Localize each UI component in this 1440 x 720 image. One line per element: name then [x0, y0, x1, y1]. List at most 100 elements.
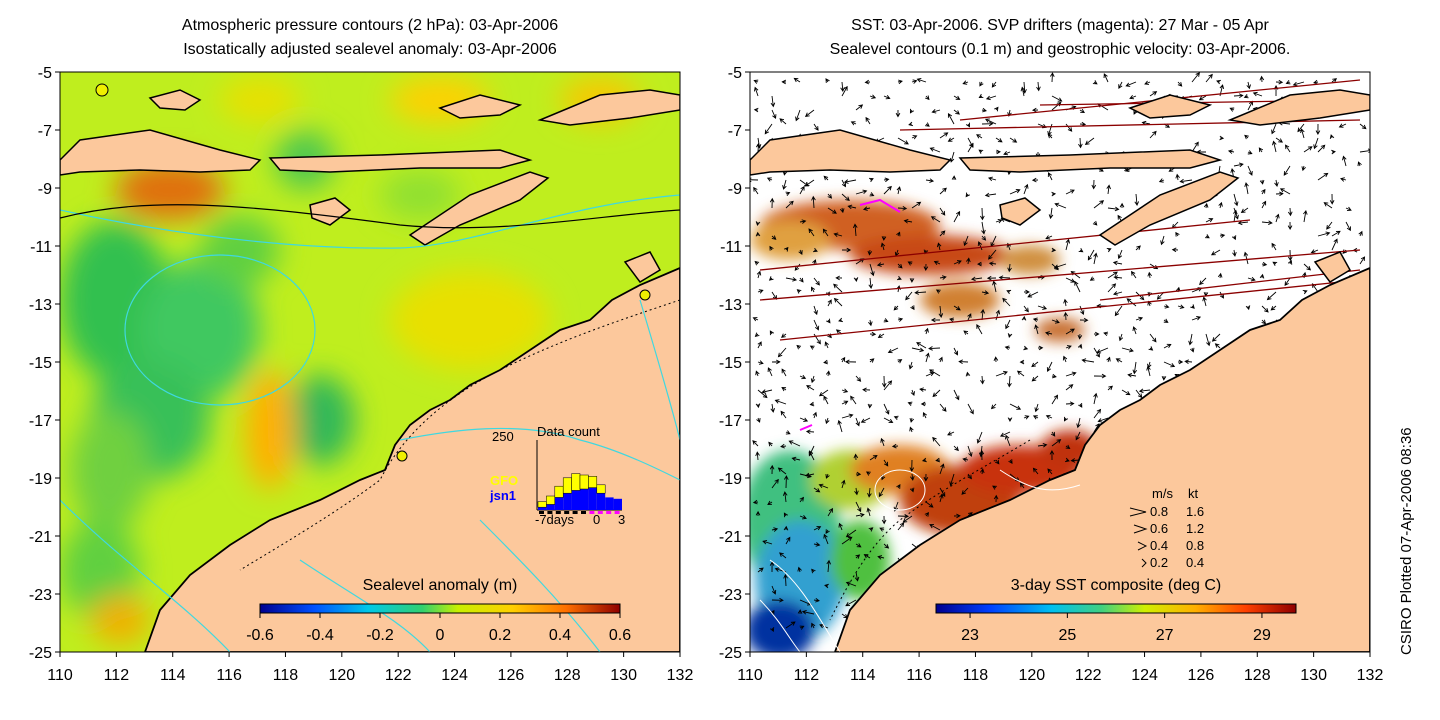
- velocity-arrow: [929, 147, 941, 153]
- velocity-arrow: [777, 467, 787, 475]
- velocity-arrow: [981, 121, 994, 127]
- velocity-arrow: [976, 324, 983, 335]
- right-colorbar-ticks: 23 25 27 29: [961, 613, 1271, 644]
- velocity-arrow: [1179, 178, 1193, 184]
- island-northeast: [537, 89, 680, 126]
- tide-gauge-marker: [396, 450, 408, 462]
- velocity-arrow: [939, 207, 946, 216]
- inset-bar-gfo: [579, 474, 589, 490]
- velocity-arrow: [771, 109, 777, 120]
- velocity-arrow: [907, 261, 913, 266]
- velocity-arrow: [1302, 289, 1308, 295]
- velocity-legend-kt: 0.4: [1186, 555, 1204, 570]
- velocity-arrow: [794, 263, 801, 271]
- velocity-arrow: [920, 401, 927, 407]
- velocity-arrow: [939, 187, 947, 195]
- velocity-arrow: [1177, 304, 1185, 309]
- velocity-arrow: [754, 260, 760, 266]
- velocity-arrow: [825, 529, 830, 535]
- velocity-arrow: [910, 389, 915, 397]
- velocity-arrow: [1229, 107, 1235, 112]
- velocity-arrow: [1147, 271, 1152, 279]
- velocity-arrow: [986, 275, 997, 281]
- velocity-arrow: [785, 621, 796, 629]
- velocity-arrow: [1077, 333, 1083, 340]
- velocity-arrow: [1175, 173, 1180, 181]
- velocity-arrow: [921, 457, 927, 463]
- right-lat-label: -25: [719, 645, 742, 662]
- velocity-arrow: [841, 85, 848, 97]
- left-lat-label: -21: [29, 529, 52, 546]
- inset-bar-gfo: [596, 484, 606, 494]
- inset-bar-jsn1: [580, 489, 589, 510]
- pressure-contours: [60, 194, 680, 652]
- velocity-arrow: [755, 370, 760, 377]
- velocity-arrow: [799, 219, 807, 224]
- velocity-arrow: [979, 81, 984, 87]
- velocity-legend-kt-header: kt: [1188, 486, 1199, 501]
- right-lon-label: 114: [850, 667, 876, 684]
- velocity-arrow: [771, 527, 779, 532]
- velocity-arrow: [869, 94, 877, 99]
- velocity-arrow: [1016, 370, 1025, 377]
- velocity-arrow: [1107, 271, 1118, 279]
- velocity-arrow: [883, 318, 889, 323]
- velocity-arrow: [1051, 319, 1060, 324]
- velocity-arrow: [931, 109, 941, 114]
- velocity-arrow: [1020, 86, 1026, 97]
- velocity-arrow: [783, 525, 789, 531]
- velocity-arrow: [1132, 326, 1137, 335]
- velocity-arrow: [804, 472, 815, 478]
- velocity-arrow: [961, 487, 969, 495]
- velocity-arrow: [1021, 315, 1027, 321]
- velocity-arrow: [1326, 221, 1333, 230]
- velocity-arrow: [883, 380, 893, 391]
- velocity-arrow: [839, 207, 845, 214]
- velocity-arrow: [855, 512, 865, 518]
- velocity-arrow: [1313, 137, 1319, 150]
- velocity-arrow: [841, 247, 852, 253]
- velocity-arrow: [932, 389, 941, 398]
- velocity-arrow: [767, 367, 773, 377]
- velocity-arrow: [1345, 206, 1352, 211]
- velocity-arrow: [887, 347, 899, 354]
- left-colorbar-tick-label: -0.6: [246, 627, 274, 644]
- velocity-arrow: [1303, 263, 1312, 271]
- inset-bar-gfo: [537, 501, 547, 508]
- velocity-arrow: [1287, 259, 1293, 265]
- velocity-arrow: [1045, 414, 1053, 420]
- velocity-arrow: [963, 330, 969, 335]
- velocity-arrow: [1315, 123, 1321, 135]
- left-lon-label: 120: [328, 667, 355, 684]
- velocity-arrow: [1287, 207, 1293, 217]
- velocity-arrow: [999, 431, 1011, 437]
- left-lat-label: -19: [29, 471, 52, 488]
- velocity-arrow: [756, 270, 762, 279]
- velocity-arrow: [980, 375, 985, 385]
- velocity-arrow: [977, 241, 983, 251]
- velocity-arrow: [1117, 249, 1123, 260]
- velocity-arrow: [1135, 245, 1141, 251]
- velocity-arrow: [852, 223, 858, 237]
- velocity-arrow: [827, 507, 834, 517]
- velocity-arrow: [785, 191, 791, 196]
- velocity-arrow: [994, 459, 1000, 465]
- velocity-arrow: [841, 536, 853, 545]
- velocity-arrow: [1037, 305, 1048, 310]
- velocity-arrow: [965, 122, 970, 128]
- velocity-arrow: [878, 487, 885, 498]
- velocity-arrow: [813, 542, 821, 547]
- left-colorbar: [259, 603, 621, 614]
- velocity-arrow: [826, 559, 832, 573]
- velocity-arrow: [929, 524, 941, 531]
- velocity-arrow: [1261, 220, 1273, 225]
- velocity-arrow: [908, 121, 914, 127]
- left-lat-label: -13: [29, 297, 52, 314]
- velocity-arrow: [1317, 231, 1331, 237]
- velocity-arrow: [1243, 251, 1249, 265]
- velocity-arrow: [757, 341, 762, 349]
- velocity-arrow: [1247, 150, 1253, 155]
- velocity-arrow: [1064, 457, 1070, 463]
- velocity-arrow: [1113, 291, 1123, 296]
- velocity-arrow: [949, 473, 955, 487]
